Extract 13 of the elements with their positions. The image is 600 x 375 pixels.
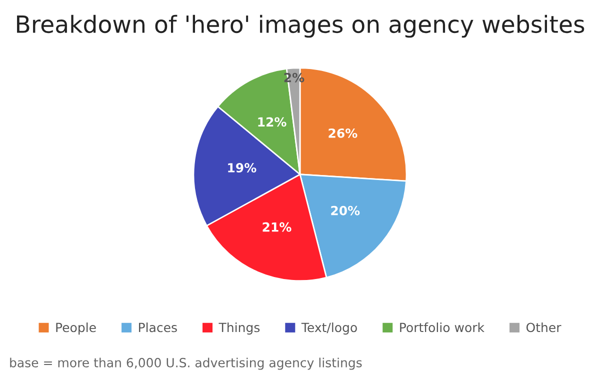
legend-label: Places [139,322,177,332]
data-label: 20% [331,206,360,216]
chart-title: Breakdown of 'hero' images on agency websites [17,14,584,38]
legend-label: Other [526,322,562,332]
legend-label: Things [218,322,260,335]
data-label: 19% [228,163,256,172]
legend-label: Text/logo [301,322,357,335]
data-label: 21% [262,222,292,232]
data-label: 26% [328,128,358,138]
legend-label: Portfolio work [400,322,484,332]
data-label: 12% [258,117,286,127]
legend-label: People [56,322,96,335]
text: base = more than 6,000 U.S. advertising agency listings [10,358,362,370]
